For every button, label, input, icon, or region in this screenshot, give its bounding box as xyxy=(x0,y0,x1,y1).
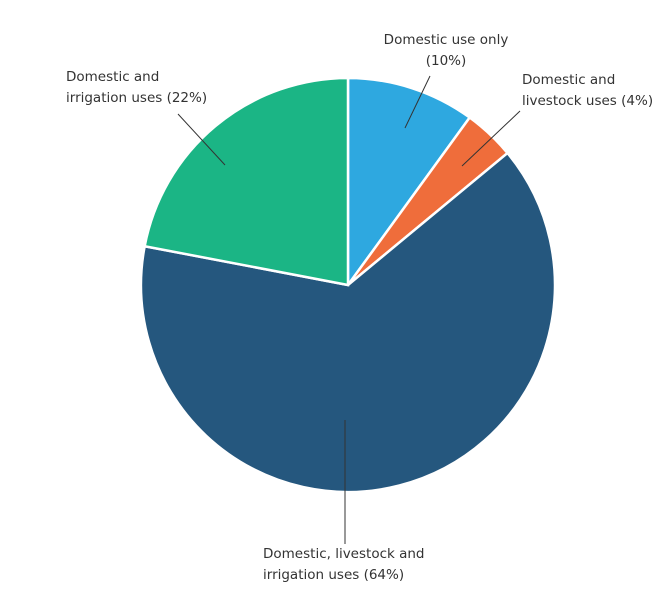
pie-slice xyxy=(139,151,557,494)
leader-line xyxy=(461,110,521,167)
slice-label: Domestic and irrigation uses (22%) xyxy=(66,69,208,106)
pie-slice xyxy=(143,76,350,287)
leader-line xyxy=(404,75,431,129)
pie-slice xyxy=(346,76,472,289)
slice-label: Domestic use only (10%) xyxy=(383,32,509,69)
slice-label: Domestic and livestock uses (4%) xyxy=(522,72,654,109)
slice-label: Domestic, livestock and irrigation uses … xyxy=(263,546,425,583)
leader-line xyxy=(177,113,226,166)
